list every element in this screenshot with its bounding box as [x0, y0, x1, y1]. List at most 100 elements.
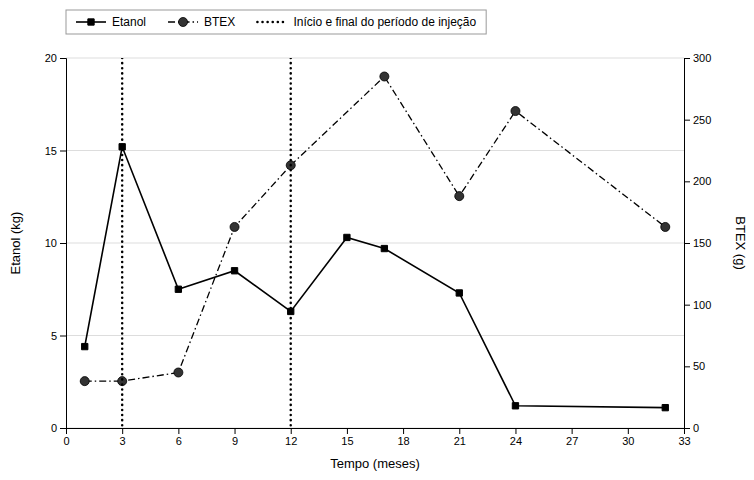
tick: 10 [45, 237, 66, 249]
tick-label: 27 [566, 435, 578, 447]
tick-mark [459, 428, 460, 434]
tick-label: 24 [510, 435, 522, 447]
tick-label: 150 [693, 237, 711, 249]
tick-mark [291, 428, 292, 434]
tick: 6 [176, 428, 182, 447]
tick: 18 [397, 428, 409, 447]
tick-mark [684, 120, 690, 121]
tick-mark [684, 181, 690, 182]
tick-label: 12 [285, 435, 297, 447]
tick: 20 [45, 52, 66, 64]
tick: 250 [684, 114, 711, 126]
tick-mark [628, 428, 629, 434]
marker [344, 234, 350, 240]
vertical-line [289, 58, 292, 428]
marker [512, 403, 518, 409]
tick: 27 [566, 428, 578, 447]
tick: 0 [684, 422, 699, 434]
tick: 0 [51, 422, 66, 434]
tick: 300 [684, 52, 711, 64]
tick: 15 [341, 428, 353, 447]
tick-mark [684, 58, 690, 59]
marker [511, 107, 520, 116]
tick-label: 15 [341, 435, 353, 447]
grid-line [66, 335, 684, 336]
tick-mark [122, 428, 123, 434]
chart: 0369121518212427303305101520050100150200… [0, 0, 754, 480]
tick-mark [403, 428, 404, 434]
y2-axis: 0 50 100 150 200 250 300 [684, 52, 711, 434]
legend-item: Etanol [76, 15, 146, 29]
y2-axis-title: BTEX (g) [733, 216, 748, 269]
vertical-line [121, 58, 124, 428]
axis-line [60, 59, 67, 429]
legend-label: BTEX [204, 15, 235, 29]
marker [380, 72, 389, 81]
tick-label: 200 [693, 175, 711, 187]
tick-mark [60, 243, 66, 244]
tick-label: 18 [397, 435, 409, 447]
tick-label: 250 [693, 114, 711, 126]
marker [662, 404, 668, 410]
grid-line [66, 243, 684, 244]
legend-label: Início e final do período de injeção [293, 15, 476, 29]
tick-label: 0 [693, 422, 699, 434]
marker [230, 222, 239, 231]
tick-mark [347, 428, 348, 434]
plot: 0369121518212427303305101520050100150200… [8, 52, 748, 471]
legend-label: Etanol [112, 15, 146, 29]
tick-mark [684, 305, 690, 306]
marker [231, 268, 237, 274]
series-line [85, 77, 666, 382]
legend-item: BTEX [168, 15, 235, 29]
tick: 30 [622, 428, 634, 447]
tick-mark [178, 428, 179, 434]
tick-mark [60, 428, 66, 429]
tick-mark [684, 428, 690, 429]
legend-marker [88, 19, 94, 25]
legend-frame [66, 10, 486, 34]
tick-label: 30 [622, 435, 634, 447]
legend-item: Início e final do período de injeção [257, 15, 476, 29]
y-axis-title: Etanol (kg) [8, 212, 23, 275]
tick: 24 [510, 428, 522, 447]
tick-label: 20 [45, 52, 57, 64]
marker [455, 192, 464, 201]
tick-mark [572, 428, 573, 434]
marker [381, 245, 387, 251]
tick-label: 5 [51, 330, 57, 342]
marker [80, 377, 89, 386]
tick-label: 21 [454, 435, 466, 447]
x-axis: 03691215182124273033 [63, 428, 690, 447]
tick-label: 15 [45, 145, 57, 157]
tick: 150 [684, 237, 711, 249]
tick-label: 6 [176, 435, 182, 447]
legend: Etanol BTEX Início e final do período de i… [66, 10, 486, 34]
tick-label: 9 [232, 435, 238, 447]
tick-label: 33 [678, 435, 690, 447]
tick-mark [684, 243, 690, 244]
axis-line [67, 429, 685, 435]
tick-label: 100 [693, 299, 711, 311]
tick: 50 [684, 360, 705, 372]
tick: 33 [678, 428, 690, 447]
tick: 21 [454, 428, 466, 447]
marker [82, 343, 88, 349]
tick: 12 [285, 428, 297, 447]
marker [175, 286, 181, 292]
marks [80, 58, 670, 428]
grid-line [66, 150, 684, 151]
tick-mark [60, 58, 66, 59]
tick: 9 [232, 428, 238, 447]
tick-label: 3 [120, 435, 126, 447]
tick-label: 10 [45, 237, 57, 249]
grid [66, 58, 684, 428]
marker [174, 368, 183, 377]
tick: 200 [684, 175, 711, 187]
legend-marker [179, 17, 188, 26]
legend-swatch [257, 21, 287, 24]
tick: 15 [45, 145, 66, 157]
tick-mark [60, 336, 66, 337]
series-line [85, 147, 666, 408]
grid-line [66, 58, 684, 59]
